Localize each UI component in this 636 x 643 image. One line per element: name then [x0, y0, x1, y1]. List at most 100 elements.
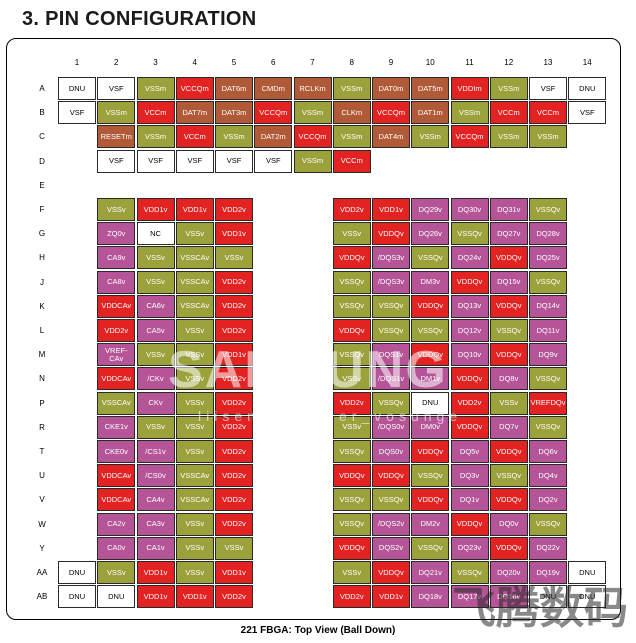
ball-pin: DQ7v [489, 415, 528, 439]
ball-pin: VDD1v [175, 198, 214, 221]
column-label: 14 [582, 58, 592, 67]
ball-pin: VDDQv [332, 536, 371, 560]
ball-pin: VDDQv [332, 464, 371, 488]
row-label: C [39, 132, 45, 142]
row-label: A [39, 84, 45, 93]
ball-pin: VSF [529, 77, 567, 100]
package-outline [6, 38, 621, 620]
ball-pin: VSSm [293, 101, 332, 125]
ball-pin: CA4v [136, 488, 175, 512]
ball-pin: DQ14v [529, 294, 567, 318]
row-label: F [39, 205, 45, 214]
ball-pin: VDDQv [489, 440, 528, 463]
ball-pin: DM1v [411, 367, 450, 391]
ball-pin: DQ13v [450, 294, 489, 318]
ball-pin: VSSQv [489, 319, 528, 342]
column-label: 2 [114, 58, 119, 67]
row-label: V [39, 495, 45, 505]
ball-pin: VDDQv [372, 561, 410, 584]
ball-pin: VSSQv [372, 319, 410, 342]
row-label: N [39, 374, 45, 384]
ball-pin: VDD2v [215, 464, 253, 488]
ball-pin: DQS1v [372, 343, 410, 367]
ball-pin: RESETm [97, 125, 136, 149]
ball-pin: DNU [568, 77, 607, 100]
ball-pin: VSSv [136, 415, 175, 439]
ball-pin: VSSm [136, 125, 175, 149]
ball-pin: VCCm [175, 125, 214, 149]
ball-pin: VSSQv [372, 294, 410, 318]
ball-pin: VSSm [215, 125, 253, 149]
column-label: 12 [504, 58, 514, 67]
ball-pin: /DQS2v [372, 512, 410, 536]
ball-pin: DQ22v [529, 536, 567, 560]
ball-pin: VSSv [97, 561, 136, 584]
ball-pin: DQ11v [529, 319, 567, 342]
ball-pin: VDDQv [372, 222, 410, 246]
figure-caption: 221 FBGA: Top View (Ball Down) [240, 625, 396, 636]
section-title: 3. PIN CONFIGURATION [22, 8, 257, 30]
ball-pin: VSSm [332, 77, 371, 100]
column-label: 4 [192, 58, 197, 67]
ball-pin: CA1v [136, 536, 175, 560]
ball-pin: VDD1v [136, 198, 175, 221]
ball-pin: VDD2v [215, 270, 253, 294]
ball-pin: VDD2v [332, 198, 371, 221]
ball-pin: DQ9v [529, 343, 567, 367]
ball-pin: VDDQv [489, 536, 528, 560]
ball-pin: NC [136, 222, 175, 246]
column-label: 7 [310, 58, 315, 67]
ball-pin: DNU [568, 585, 607, 609]
ball-pin: CA0v [97, 536, 136, 560]
ball-pin: DQS0v [372, 440, 410, 463]
ball-pin: VDDCAv [97, 488, 136, 512]
ball-pin: VSSm [332, 125, 371, 149]
ball-pin: VCCm [489, 101, 528, 125]
ball-pin: VSSv [175, 319, 214, 342]
ball-pin: VSSCAv [175, 246, 214, 270]
ball-pin: CLKm [332, 101, 371, 125]
ball-pin: VSSv [175, 343, 214, 367]
ball-pin: VDDQv [489, 246, 528, 270]
ball-pin: VDDIm [450, 77, 489, 100]
ball-pin: VDD2v [215, 294, 253, 318]
row-label: AB [36, 592, 48, 602]
ball-pin: VSSQv [332, 294, 371, 318]
ball-pin: VDDQv [450, 270, 489, 294]
row-label: R [39, 422, 45, 432]
ball-pin: VSSv [215, 536, 253, 560]
ball-pin: DQ23v [450, 536, 489, 560]
ball-pin: VSF [175, 149, 214, 173]
ball-pin: CKE1v [97, 415, 136, 439]
ball-pin: VSSv [136, 343, 175, 367]
ball-pin: VSSv [175, 367, 214, 391]
ball-pin: VDD2v [215, 198, 253, 221]
ball-pin: VSF [97, 149, 136, 173]
ball-pin: /CS0v [136, 464, 175, 488]
ball-pin: DQ26v [411, 222, 450, 246]
ball-pin: DAT2m [254, 125, 293, 149]
ball-pin: DQ15v [489, 270, 528, 294]
ball-pin: VDDCAv [97, 464, 136, 488]
ball-pin: DQ3v [450, 464, 489, 488]
ball-pin: /DQS3v [372, 270, 410, 294]
ball-pin: DM3v [411, 270, 450, 294]
ball-pin: VSSv [97, 198, 136, 221]
ball-pin: VDDQv [411, 343, 450, 367]
ball-pin: VDD2v [215, 367, 253, 391]
ball-pin: DM0v [411, 415, 450, 439]
ball-pin: VSSv [175, 391, 214, 415]
ball-pin: VSSv [136, 246, 175, 270]
ball-pin: DQ17v [450, 585, 489, 609]
ball-pin: DQ12v [450, 319, 489, 342]
ball-pin: VSSm [97, 101, 136, 125]
ball-pin: VDD1v [215, 561, 253, 584]
ball-pin: VSSQv [332, 488, 371, 512]
ball-pin: VDDCAv [97, 294, 136, 318]
row-label: K [39, 301, 45, 311]
ball-pin: VSF [254, 149, 293, 173]
ball-pin: VSSm [529, 125, 567, 149]
ball-pin: VSSQv [332, 343, 371, 367]
ball-pin: DQ25v [529, 246, 567, 270]
ball-pin: DQ18v [411, 585, 450, 609]
